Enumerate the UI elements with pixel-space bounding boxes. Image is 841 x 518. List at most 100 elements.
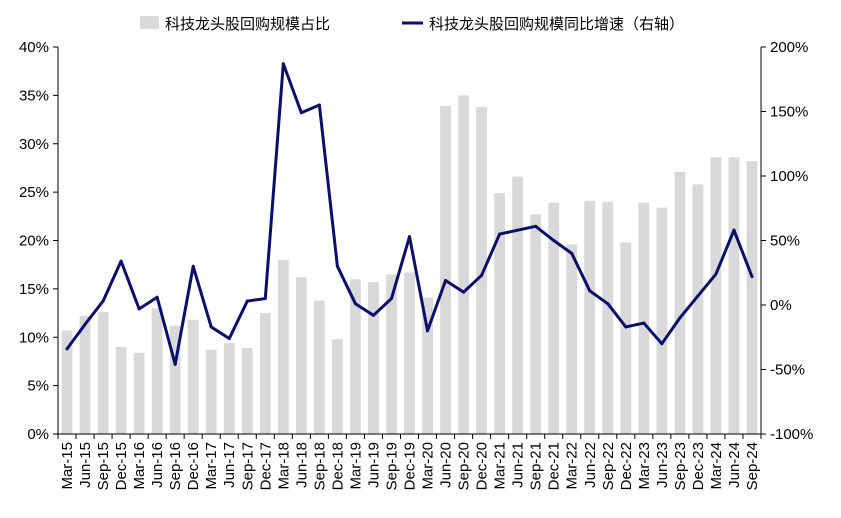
line-point	[371, 313, 375, 317]
line-point	[137, 307, 141, 311]
line-point	[209, 325, 213, 329]
x-tick-label: Dec-16	[185, 442, 202, 490]
x-tick-label: Sep-20	[456, 442, 473, 490]
bar	[530, 214, 542, 434]
right-tick-label: 0%	[770, 297, 792, 314]
bar	[115, 346, 127, 434]
left-tick-label: 30%	[19, 136, 49, 153]
line-point	[696, 294, 700, 298]
bar	[728, 157, 740, 435]
x-tick-label: Dec-18	[329, 442, 346, 490]
line-point	[119, 259, 123, 263]
right-tick-label: 200%	[770, 39, 808, 56]
left-tick-label: 20%	[19, 233, 49, 250]
x-tick-label: Jun-19	[365, 442, 382, 488]
right-tick-label: 150%	[770, 104, 808, 121]
x-tick-label: Jun-17	[221, 442, 238, 488]
bar	[205, 349, 217, 434]
line-point	[299, 111, 303, 115]
line-point	[426, 329, 430, 333]
line-point	[317, 103, 321, 107]
x-tick-label: Mar-16	[131, 442, 148, 490]
bar	[458, 95, 469, 435]
x-tick-label: Sep-22	[600, 442, 617, 490]
line-point	[534, 224, 538, 228]
x-tick-label: Jun-24	[726, 442, 743, 488]
left-tick-label: 10%	[19, 329, 49, 346]
line-point	[245, 299, 249, 303]
bar	[440, 106, 451, 435]
x-tick-label: Sep-21	[528, 442, 545, 490]
right-axis-tick-labels: -100% -50% 0% 50% 100% 150% 200%	[761, 39, 813, 443]
x-tick-label: Sep-23	[672, 442, 689, 490]
bar	[404, 272, 415, 434]
bar	[422, 297, 433, 434]
bar	[494, 193, 506, 434]
x-tick-label: Dec-20	[474, 442, 491, 490]
line-point	[570, 251, 574, 255]
right-tick-label: -100%	[770, 426, 813, 443]
x-axis-tick-labels: Mar-15 Jun-15 Sep-15 Dec-15 Mar-16 Jun-16 Sep-…	[57, 434, 762, 490]
line-point	[750, 275, 754, 279]
line-point	[83, 322, 87, 326]
bar	[79, 315, 91, 434]
x-tick-label: Mar-21	[492, 442, 509, 490]
line-point	[335, 264, 339, 268]
x-tick-label: Mar-15	[59, 442, 76, 490]
x-tick-label: Mar-22	[564, 442, 581, 490]
x-tick-label: Dec-22	[618, 442, 635, 490]
x-tick-label: Sep-24	[744, 442, 761, 490]
bar	[169, 325, 181, 434]
left-tick-label: 40%	[19, 39, 49, 56]
right-tick-label: 100%	[770, 168, 808, 185]
left-axis-tick-labels: 0% 5% 10% 15% 20% 25% 30% 35% 40%	[19, 39, 58, 443]
bar	[277, 259, 289, 434]
bar	[656, 207, 668, 434]
x-tick-label: Mar-20	[420, 442, 437, 490]
x-tick-label: Jun-23	[654, 442, 671, 488]
bar	[295, 277, 307, 434]
legend-line-label: 科技龙头股回购规模同比增速（右轴）	[429, 15, 684, 33]
left-tick-label: 0%	[27, 426, 49, 443]
line-point	[642, 321, 646, 325]
bar	[566, 244, 578, 434]
line-point	[678, 316, 682, 320]
growth-line-series	[65, 62, 754, 366]
x-tick-label: Mar-24	[708, 442, 725, 490]
line-point	[660, 342, 664, 346]
bar	[674, 171, 686, 434]
x-tick-label: Jun-15	[77, 442, 94, 488]
x-tick-label: Jun-22	[582, 442, 599, 488]
x-tick-label: Mar-23	[636, 442, 653, 490]
line-point	[263, 297, 267, 301]
line-point	[714, 272, 718, 276]
line-point	[498, 232, 502, 236]
x-tick-label: Dec-19	[402, 442, 419, 490]
bar	[584, 200, 596, 434]
bar	[368, 282, 379, 434]
bar	[476, 106, 488, 435]
right-tick-label: -50%	[770, 362, 805, 379]
line-point	[281, 62, 285, 66]
x-tick-label: Dec-17	[257, 442, 274, 490]
left-tick-label: 25%	[19, 184, 49, 201]
bar	[620, 242, 632, 434]
legend-bar-swatch	[140, 16, 159, 29]
line-point	[732, 228, 736, 232]
line-point	[191, 264, 195, 268]
line-point	[516, 228, 520, 232]
bar	[386, 274, 397, 434]
line-point	[227, 337, 231, 341]
bar	[313, 300, 325, 434]
line-point	[480, 273, 484, 277]
x-tick-label: Mar-18	[275, 442, 292, 490]
bar	[187, 319, 199, 434]
legend-bar-label: 科技龙头股回购规模占比	[165, 15, 330, 33]
x-tick-label: Jun-21	[510, 442, 527, 488]
bar	[241, 347, 253, 434]
line-point	[389, 297, 393, 301]
line-point	[65, 347, 69, 351]
bar	[151, 308, 163, 434]
line-point	[606, 302, 610, 306]
